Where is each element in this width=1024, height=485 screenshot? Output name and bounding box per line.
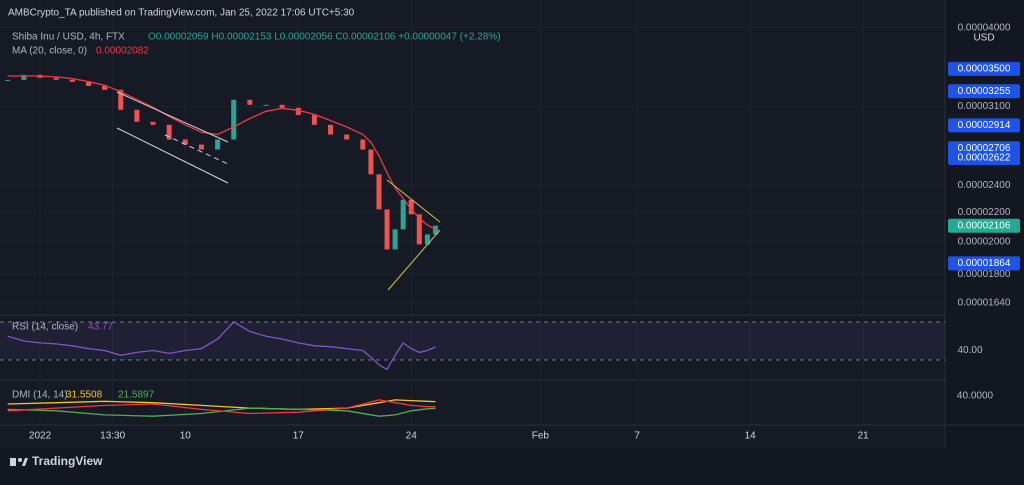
candle (182, 139, 188, 145)
channel-line (116, 127, 229, 184)
dmi-label: DMI (14, 14) (12, 390, 68, 401)
price-label: 0.00003500 (958, 63, 1011, 74)
price-label: 0.00002706 (958, 143, 1011, 154)
candle (416, 214, 422, 245)
chart-area (0, 0, 945, 448)
price-label: 0.00002914 (958, 120, 1011, 131)
candle (408, 199, 414, 215)
dmi-value: 21.5897 (118, 390, 155, 401)
y-tick-label: 0.00002400 (958, 180, 1011, 191)
price-label-box (948, 218, 1020, 233)
price-label: 0.00002622 (958, 153, 1011, 164)
candle (198, 144, 204, 150)
publisher: AMBCrypto_TA published on TradingView.co… (8, 8, 355, 19)
y-tick-label: 0.00001640 (958, 298, 1011, 309)
triangle-line (387, 229, 441, 291)
candle (384, 209, 390, 250)
candle (247, 99, 253, 105)
price-label-box (948, 256, 1020, 271)
rsi-band (0, 322, 945, 361)
ma-value: 0.00002082 (96, 46, 149, 57)
channel-mid (164, 134, 229, 165)
y-tick-label: 0.00003100 (958, 101, 1011, 112)
candle (69, 79, 75, 82)
candle (392, 229, 398, 250)
marks (0, 74, 945, 417)
x-tick-label: 7 (634, 431, 640, 442)
grid (0, 0, 945, 425)
candle (360, 139, 366, 150)
price-label: 0.00001864 (958, 258, 1011, 269)
currency: USD (973, 33, 994, 44)
candle (424, 234, 430, 245)
candle (102, 85, 108, 90)
candle (400, 199, 406, 230)
rsi-line (7, 321, 436, 371)
price-label-box (948, 84, 1020, 99)
candle (328, 124, 334, 135)
candle (231, 99, 237, 140)
x-tick-label: Feb (532, 431, 550, 442)
dmi-line (7, 399, 436, 415)
candle (21, 74, 27, 80)
candle (118, 89, 124, 110)
candle (279, 104, 285, 108)
triangle-line (386, 179, 441, 223)
candle (376, 174, 382, 210)
candle (432, 225, 438, 235)
x-tick-label: 13:30 (100, 431, 125, 442)
price-label: 0.00003255 (958, 86, 1011, 97)
price-label-box (948, 61, 1020, 76)
price-label-box (948, 118, 1020, 133)
candle (85, 81, 91, 86)
x-tick-label: 17 (293, 431, 305, 442)
symbol: Shiba Inu / USD, 4h, FTX (12, 32, 125, 43)
candle (344, 134, 350, 140)
candle (150, 121, 156, 125)
dmi-value: 31.5508 (66, 390, 103, 401)
candle (53, 77, 59, 80)
rsi-tick-label: 40.00 (957, 345, 982, 356)
brand: TradingView (32, 454, 103, 468)
y-tick-label: 0.00001800 (958, 269, 1011, 280)
candle (263, 104, 269, 106)
ohlc: O0.00002059 H0.00002153 L0.00002056 C0.0… (148, 32, 501, 43)
ma-label: MA (20, close, 0) (12, 46, 87, 57)
x-tick-label: 10 (180, 431, 192, 442)
y-tick-label: 0.00002200 (958, 207, 1011, 218)
dmi-tick-label: 40.0000 (957, 391, 994, 402)
y-tick-label: 0.00002000 (958, 236, 1011, 247)
price-label-box (948, 151, 1020, 166)
candle (368, 149, 374, 175)
rsi-value: 43.77 (88, 322, 113, 333)
candle (295, 107, 301, 115)
logo (10, 458, 28, 466)
candle (166, 124, 172, 140)
x-tick-label: 24 (406, 431, 418, 442)
price-label: 0.00002106 (958, 220, 1011, 231)
x-tick-label: 14 (745, 431, 757, 442)
drawings (116, 91, 441, 291)
dmi-line (7, 407, 436, 417)
rsi-label: RSI (14, close) (12, 322, 78, 333)
candle (215, 139, 221, 150)
candle (134, 109, 140, 122)
channel-line (116, 91, 229, 143)
candle (5, 79, 11, 81)
y-tick-label: 0.00004000 (958, 22, 1011, 33)
candle (311, 114, 317, 125)
x-tick-label: 21 (858, 431, 870, 442)
x-tick-label: 2022 (29, 431, 52, 442)
